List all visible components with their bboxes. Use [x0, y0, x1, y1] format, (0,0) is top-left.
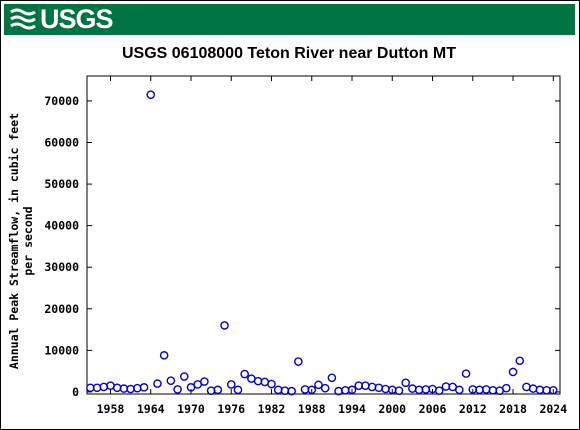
data-point [528, 384, 538, 393]
y-tick-label: 70000 [44, 94, 79, 108]
data-point [146, 90, 156, 100]
y-tick-label: 10000 [44, 343, 79, 357]
usgs-banner: USGS [4, 4, 575, 35]
x-tick-label: 2000 [378, 402, 406, 416]
data-point [548, 385, 558, 395]
data-point [461, 369, 471, 378]
data-point [401, 378, 410, 388]
data-point [233, 385, 243, 395]
data-point [515, 356, 525, 366]
data-point [213, 385, 223, 395]
x-tick-label: 1994 [338, 402, 366, 416]
x-tick-label: 2012 [459, 402, 487, 416]
data-point [220, 321, 229, 330]
chart-title: USGS 06108000 Teton River near Dutton MT [122, 45, 456, 62]
data-point [200, 377, 209, 386]
y-tick-label: 0 [72, 385, 79, 399]
data-point [226, 380, 236, 389]
x-tick-label: 1976 [217, 402, 245, 416]
data-point [139, 383, 149, 392]
data-point [434, 386, 444, 395]
data-point [347, 385, 357, 395]
data-point [153, 379, 162, 388]
data-point [166, 376, 176, 385]
usgs-wave-icon [10, 8, 36, 30]
data-point [287, 386, 296, 396]
data-point [508, 367, 518, 377]
y-axis-label-line-2: per second [21, 206, 35, 275]
data-point [179, 372, 189, 381]
y-axis-ticks: 0 10000 20000 30000 40000 50000 60000 70000 [44, 94, 560, 399]
data-point [314, 380, 323, 390]
data-point [502, 383, 511, 393]
data-point [267, 379, 276, 389]
y-tick-label: 20000 [44, 302, 79, 316]
y-tick-label: 40000 [44, 219, 79, 233]
y-tick-label: 60000 [44, 136, 79, 150]
data-points [86, 90, 558, 396]
x-tick-label: 1964 [137, 402, 165, 416]
x-axis-ticks: 1958 1964 1970 1976 1982 1988 1994 2000 2006 2012… [97, 76, 567, 416]
data-point [240, 369, 249, 379]
data-point [173, 385, 182, 394]
y-axis-label: Annual Peak Streamflow, in cubic feet pe… [7, 113, 35, 369]
data-point [455, 385, 464, 395]
data-point [307, 385, 317, 395]
plot-area [86, 75, 561, 395]
y-tick-label: 30000 [44, 260, 79, 274]
x-tick-label: 1970 [177, 402, 205, 416]
data-point [320, 383, 330, 393]
x-tick-label: 2018 [499, 402, 527, 416]
x-tick-label: 2006 [419, 402, 447, 416]
y-tick-label: 50000 [44, 177, 79, 191]
data-point [327, 373, 337, 383]
x-tick-label: 1982 [258, 402, 286, 416]
y-axis-label-line-1: Annual Peak Streamflow, in cubic feet [7, 113, 21, 369]
x-tick-label: 1988 [298, 402, 326, 416]
usgs-logo-text: USGS [40, 4, 114, 34]
x-tick-label: 1958 [97, 402, 125, 416]
data-point [294, 357, 303, 366]
data-point [394, 386, 404, 395]
data-point [159, 351, 169, 360]
data-point [408, 384, 417, 393]
x-tick-label: 2024 [539, 402, 567, 416]
usgs-logo[interactable]: USGS [10, 4, 114, 34]
